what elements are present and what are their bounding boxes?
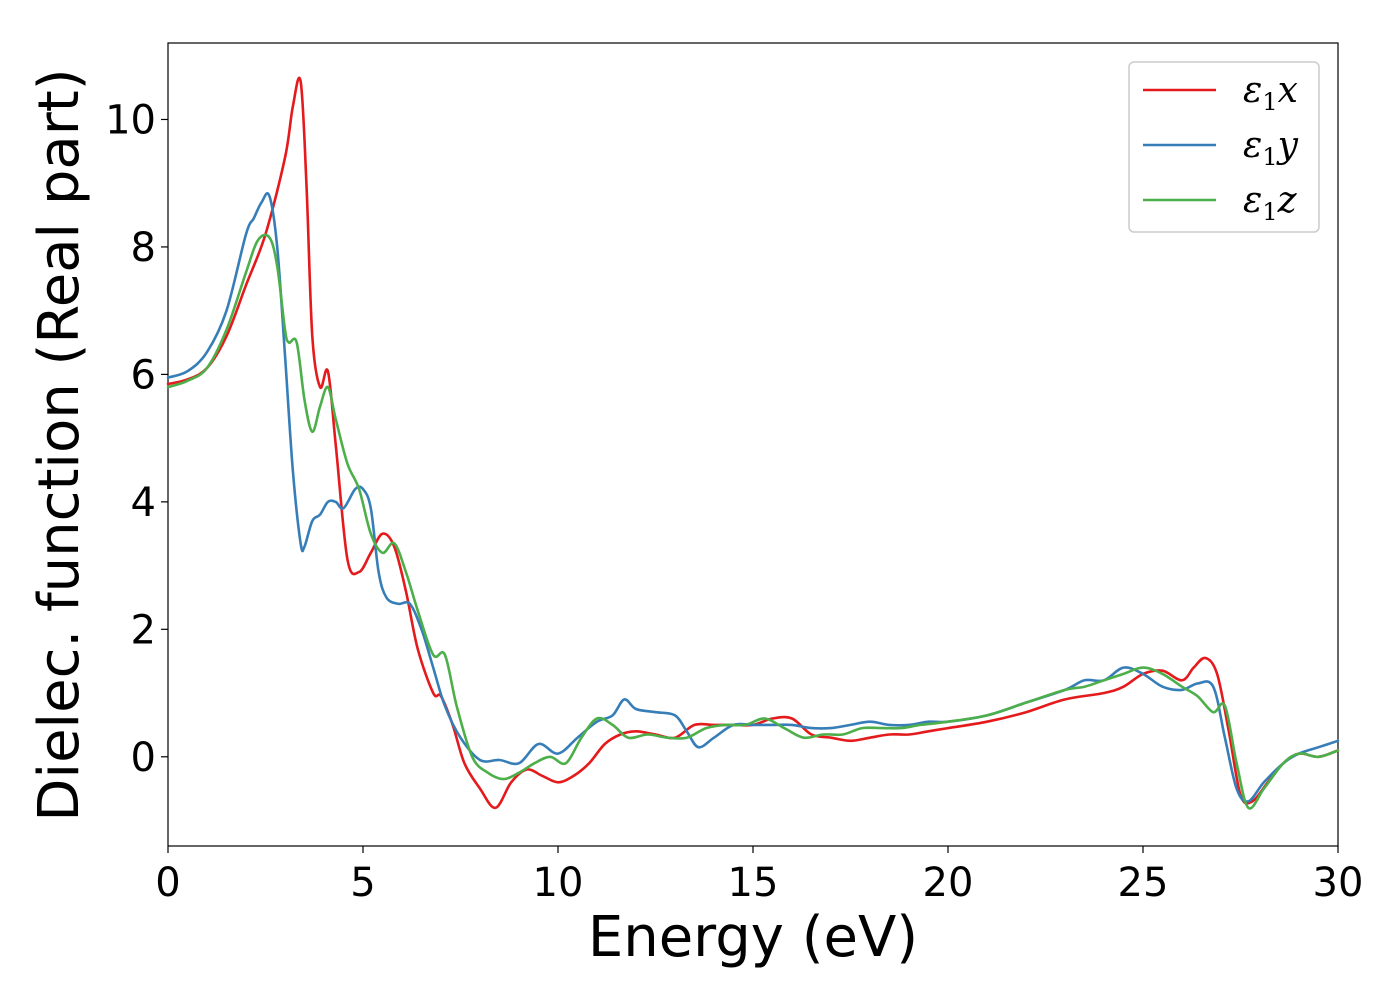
x-tick-label: 30 [1313, 860, 1364, 906]
series-layer [166, 76, 1340, 810]
y-tick-label: 4 [131, 480, 156, 526]
series-line-x [166, 76, 1340, 810]
legend-label-z: ε1z [1243, 180, 1298, 226]
series-line-y [166, 192, 1340, 803]
x-axis-ticks: 0 5 10 15 20 25 30 [155, 846, 1363, 906]
y-axis-ticks: 0 2 4 6 8 10 [105, 97, 168, 781]
legend-label-x: ε1x [1243, 70, 1298, 116]
y-tick-label: 6 [131, 352, 156, 398]
series-line-z [166, 233, 1340, 810]
legend-label-y: ε1y [1243, 125, 1299, 171]
x-tick-label: 20 [923, 860, 974, 906]
x-tick-label: 5 [350, 860, 375, 906]
y-tick-label: 10 [105, 97, 156, 143]
x-tick-label: 0 [155, 860, 180, 906]
x-tick-label: 15 [728, 860, 779, 906]
x-tick-label: 10 [533, 860, 584, 906]
y-tick-label: 0 [131, 735, 156, 781]
y-axis-title: Dielec. function (Real part) [27, 68, 92, 821]
x-tick-label: 25 [1118, 860, 1169, 906]
y-tick-label: 2 [131, 607, 156, 653]
y-tick-label: 8 [131, 225, 156, 271]
legend: ε1x ε1y ε1z [1128, 61, 1320, 233]
x-axis-title: Energy (eV) [588, 905, 918, 970]
legend-box [1128, 61, 1320, 233]
